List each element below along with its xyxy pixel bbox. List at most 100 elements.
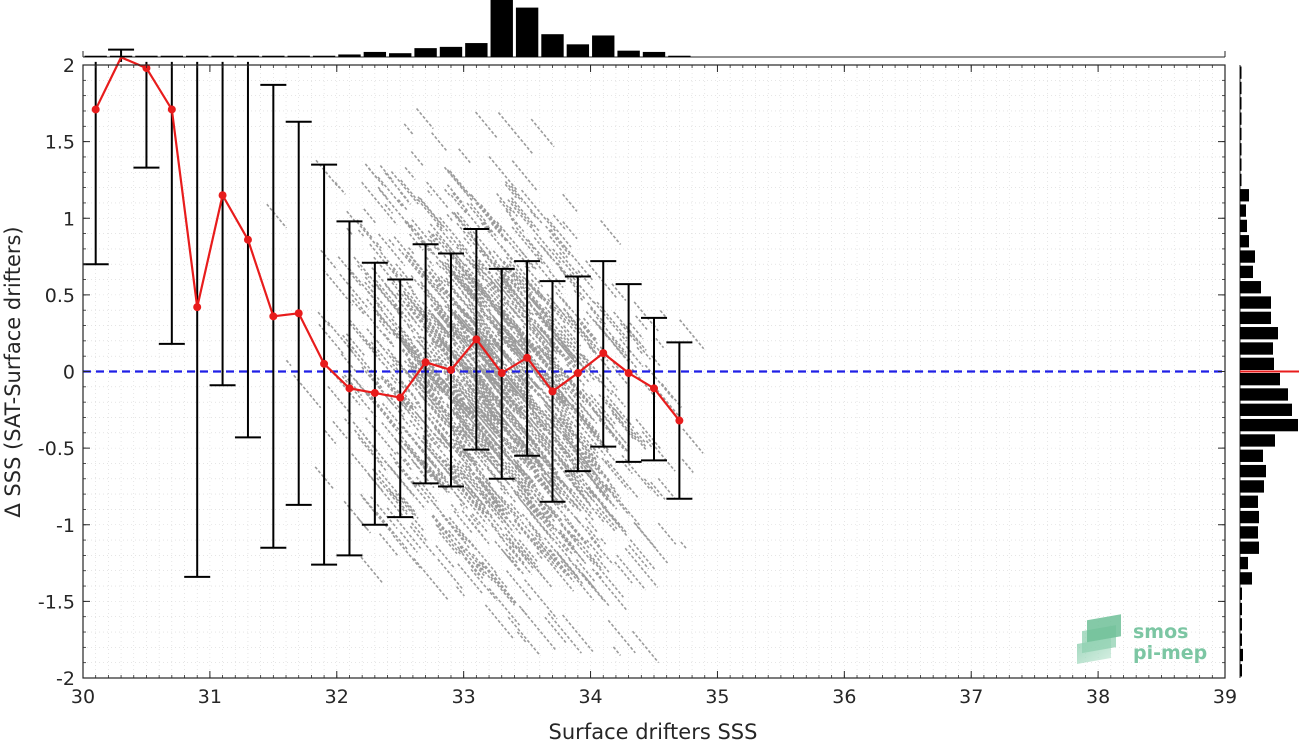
scatter-point	[559, 268, 586, 300]
scatter-point	[537, 434, 554, 453]
scatter-point	[463, 237, 472, 247]
top-hist-bar	[363, 51, 387, 57]
scatter-point	[406, 220, 414, 230]
scatter-point	[469, 431, 490, 456]
scatter-point	[514, 324, 548, 363]
scatter-point	[464, 209, 482, 230]
scatter-point	[469, 319, 488, 342]
scatter-point	[450, 286, 476, 317]
scatter-point	[403, 458, 411, 466]
scatter-point	[455, 494, 469, 509]
scatter-point	[582, 317, 590, 326]
scatter-point	[433, 335, 444, 347]
scatter-point	[458, 460, 473, 477]
scatter-point	[545, 529, 573, 563]
scatter-point	[407, 285, 417, 296]
scatter-point	[417, 196, 444, 228]
right-hist-bar	[1240, 127, 1242, 141]
scatter-point	[470, 202, 487, 223]
scatter-point	[427, 361, 452, 391]
x-tick-label: 35	[705, 686, 729, 708]
scatter-point	[530, 210, 537, 218]
scatter-point	[415, 401, 447, 439]
scatter-point	[588, 345, 597, 355]
scatter-point	[442, 348, 451, 359]
scatter-point	[586, 539, 603, 559]
scatter-point	[469, 514, 480, 526]
scatter-point	[519, 438, 542, 466]
scatter-point	[427, 390, 446, 412]
scatter-point	[405, 370, 434, 404]
scatter-point	[569, 273, 595, 304]
scatter-point	[504, 409, 520, 427]
scatter-point	[483, 221, 499, 239]
scatter-point	[364, 272, 370, 279]
scatter-point	[409, 365, 443, 405]
scatter-point	[516, 382, 549, 421]
scatter-point	[472, 553, 486, 570]
x-tick-label: 30	[71, 686, 95, 708]
scatter-point	[466, 401, 498, 439]
scatter-point	[411, 365, 421, 376]
scatter-point	[496, 404, 519, 431]
scatter-point	[426, 424, 442, 443]
scatter-point	[479, 309, 496, 329]
scatter-point	[572, 534, 603, 571]
scatter-point	[506, 329, 534, 362]
scatter-point	[508, 263, 528, 286]
scatter-point	[556, 482, 581, 512]
scatter-point	[451, 279, 462, 291]
scatter-point	[516, 485, 545, 519]
scatter-point	[450, 464, 487, 508]
scatter-point	[613, 311, 640, 343]
scatter-point	[464, 355, 495, 392]
scatter-point	[341, 375, 378, 419]
scatter-point	[438, 396, 445, 404]
scatter-point	[349, 323, 384, 364]
right-hist-bar	[1240, 357, 1274, 370]
scatter-point	[467, 231, 494, 263]
scatter-point	[539, 543, 568, 577]
scatter-point	[435, 419, 472, 462]
scatter-point	[404, 396, 415, 409]
scatter-point	[484, 272, 512, 305]
scatter-point	[572, 465, 580, 475]
scatter-point	[595, 486, 609, 502]
scatter-point	[442, 387, 469, 420]
scatter-point	[468, 404, 497, 437]
scatter-point	[424, 385, 455, 421]
scatter-point	[518, 605, 528, 616]
scatter-point	[542, 476, 566, 504]
scatter-point	[404, 338, 422, 360]
scatter-point	[377, 233, 406, 267]
scatter-point	[407, 358, 435, 392]
scatter-point	[480, 562, 517, 605]
scatter-point	[507, 374, 518, 387]
scatter-point	[349, 373, 376, 405]
scatter-point	[508, 555, 524, 575]
scatter-point	[504, 180, 523, 203]
scatter-point	[585, 471, 607, 497]
scatter-point	[463, 424, 500, 468]
scatter-point	[350, 350, 383, 389]
scatter-point	[507, 339, 539, 376]
scatter-point	[502, 313, 534, 351]
scatter-point	[430, 405, 466, 448]
scatter-point	[546, 372, 560, 388]
scatter-point	[408, 361, 417, 371]
scatter-point	[474, 343, 509, 385]
scatter-point	[455, 303, 470, 320]
scatter-point	[576, 431, 601, 460]
scatter-point	[422, 437, 440, 457]
scatter-point	[386, 507, 422, 549]
scatter-point	[609, 403, 623, 419]
scatter-point	[437, 456, 459, 481]
scatter-point	[438, 216, 470, 253]
scatter-point	[511, 160, 538, 191]
scatter-point	[437, 355, 447, 367]
scatter-point	[469, 326, 482, 342]
scatter-point	[380, 376, 399, 398]
scatter-point	[444, 459, 461, 479]
scatter-point	[442, 379, 470, 412]
scatter-point	[456, 222, 487, 259]
